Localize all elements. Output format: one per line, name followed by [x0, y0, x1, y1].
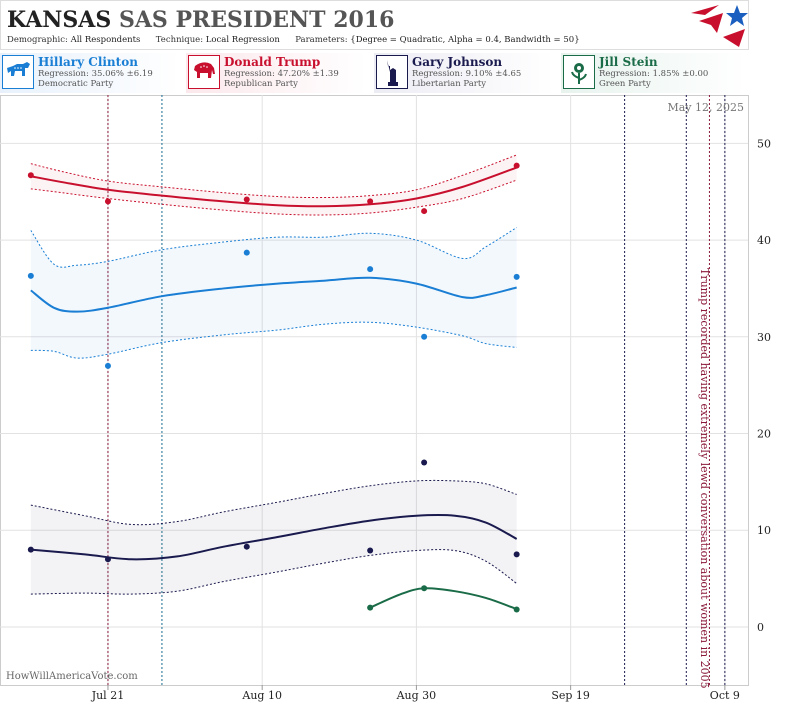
technique-label: Technique: — [155, 35, 204, 45]
donald-trump-poll-point[interactable] — [367, 198, 374, 205]
y-tick-label: 20 — [757, 428, 771, 441]
hillary-clinton-confidence-band — [30, 227, 517, 359]
donald-trump-confidence-band — [30, 154, 517, 215]
candidate-legend: Hillary Clinton Regression: 35.06% ±6.19… — [0, 53, 749, 93]
parameters-line: Demographic: All Respondents Technique: … — [7, 35, 580, 45]
candidate-regression: Regression: 9.10% ±4.65 — [412, 69, 522, 79]
legend-item-trump[interactable]: Donald Trump Regression: 47.20% ±1.39 Re… — [186, 53, 366, 93]
candidate-regression: Regression: 1.85% ±0.00 — [599, 69, 709, 79]
hillary-clinton-poll-point[interactable] — [421, 333, 428, 340]
x-tick-label: Oct 9 — [710, 689, 740, 702]
candidate-name: Jill Stein — [599, 55, 658, 69]
jill-stein-poll-point[interactable] — [513, 606, 520, 613]
x-tick-label: Aug 10 — [241, 689, 282, 702]
donald-trump-poll-point[interactable] — [27, 172, 34, 179]
demographic-value: All Respondents — [70, 35, 141, 45]
candidate-regression: Regression: 47.20% ±1.39 — [224, 69, 339, 79]
x-tick-label: Jul 21 — [91, 689, 125, 702]
candidate-party: Republican Party — [224, 79, 298, 89]
gary-johnson-lower-bound — [30, 549, 517, 595]
jill-stein-trend-line — [369, 587, 517, 611]
site-logo-icon — [691, 5, 748, 47]
y-tick-label: 0 — [757, 621, 764, 634]
parameters-label: Parameters: — [295, 35, 348, 45]
gary-johnson-poll-point[interactable] — [513, 551, 520, 558]
donald-trump-poll-point[interactable] — [421, 208, 428, 215]
hillary-clinton-trend-line — [30, 276, 517, 313]
candidate-name: Donald Trump — [224, 55, 321, 69]
statue-of-liberty-icon — [376, 55, 408, 89]
donkey-icon — [2, 55, 34, 89]
legend-item-johnson[interactable]: Gary Johnson Regression: 9.10% ±4.65 Lib… — [374, 53, 554, 93]
legend-item-clinton[interactable]: Hillary Clinton Regression: 35.06% ±6.19… — [0, 53, 180, 93]
title-state: KANSAS — [7, 7, 112, 33]
hillary-clinton-poll-point[interactable] — [513, 273, 520, 280]
gary-johnson-poll-point[interactable] — [367, 547, 374, 554]
hillary-clinton-poll-point[interactable] — [104, 362, 111, 369]
hillary-clinton-upper-bound — [30, 227, 517, 268]
donald-trump-trend-line — [30, 166, 517, 208]
candidate-name: Gary Johnson — [412, 55, 503, 69]
hillary-clinton-poll-point[interactable] — [27, 272, 34, 279]
legend-item-stein[interactable]: Jill Stein Regression: 1.85% ±0.00 Green… — [561, 53, 747, 93]
hillary-clinton-lower-bound — [30, 321, 517, 359]
chart-header: KANSAS SAS PRESIDENT 2016 Demographic: A… — [0, 0, 749, 50]
jill-stein-poll-point[interactable] — [421, 585, 428, 592]
date-label: May 12, 2025 — [667, 101, 744, 114]
y-tick-label: 50 — [757, 137, 771, 150]
hillary-clinton-poll-point[interactable] — [243, 249, 250, 256]
candidate-party: Green Party — [599, 79, 651, 89]
donald-trump-poll-point[interactable] — [513, 162, 520, 169]
gary-johnson-upper-bound — [30, 479, 517, 526]
donald-trump-poll-point[interactable] — [243, 196, 250, 203]
title-rest: SAS PRESIDENT 2016 — [118, 7, 395, 33]
y-tick-label: 10 — [757, 524, 771, 537]
page-title: KANSAS SAS PRESIDENT 2016 — [7, 7, 394, 33]
hillary-clinton-poll-point[interactable] — [367, 266, 374, 273]
donald-trump-upper-bound — [30, 154, 517, 199]
poll-chart: 0 10 20 30 40 50 Jul 21 Aug 10 Aug 30 Sep 19 Oct … — [0, 95, 771, 702]
elephant-icon — [188, 55, 220, 89]
y-tick-label: 30 — [757, 331, 771, 344]
gary-johnson-poll-point[interactable] — [243, 543, 250, 550]
x-tick-label: Sep 19 — [551, 689, 590, 702]
parameters-value: {Degree = Quadratic, Alpha = 0.4, Bandwi… — [350, 35, 580, 45]
candidate-regression: Regression: 35.06% ±6.19 — [38, 69, 153, 79]
event-annotation: Trump recorded having extremely lewd con… — [698, 268, 711, 689]
plot-area — [0, 95, 749, 686]
donald-trump-lower-bound — [30, 179, 517, 216]
y-tick-label: 40 — [757, 234, 771, 247]
watermark: HowWillAmericaVote.com — [6, 671, 138, 682]
x-tick-label: Aug 30 — [396, 689, 437, 702]
candidate-party: Libertarian Party — [412, 79, 487, 89]
gary-johnson-trend-line — [30, 514, 518, 561]
gary-johnson-poll-point[interactable] — [421, 459, 428, 466]
candidate-name: Hillary Clinton — [38, 55, 138, 69]
gary-johnson-poll-point[interactable] — [27, 546, 34, 553]
candidate-party: Democratic Party — [38, 79, 114, 89]
gary-johnson-poll-point[interactable] — [104, 556, 111, 563]
demographic-label: Demographic: — [7, 35, 68, 45]
technique-value: Local Regression — [205, 35, 280, 45]
donald-trump-poll-point[interactable] — [104, 198, 111, 205]
jill-stein-poll-point[interactable] — [367, 604, 374, 611]
flower-icon — [563, 55, 595, 89]
